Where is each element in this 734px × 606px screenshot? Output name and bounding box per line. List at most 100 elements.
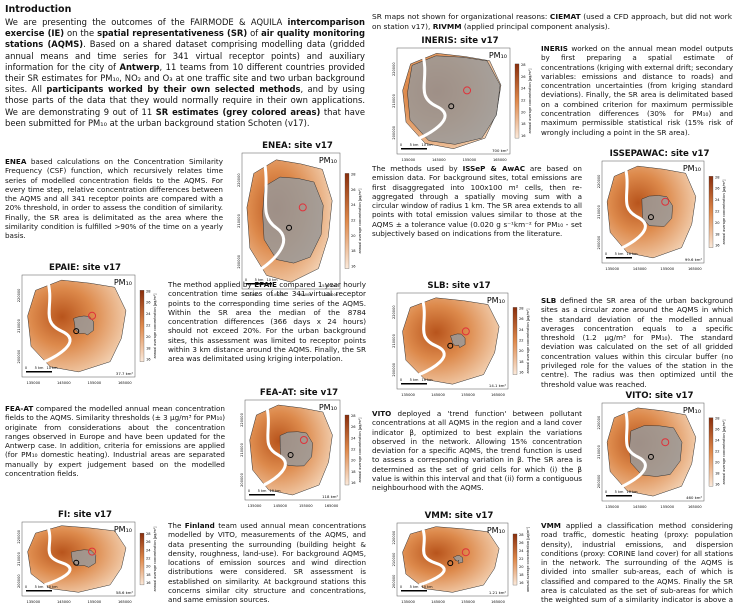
colorbar-tick-label: 22 <box>519 557 524 561</box>
x-tick-label: 145000 <box>431 393 445 397</box>
colorbar-tick-label: 26 <box>715 428 720 432</box>
map-title: FEA-AT: site v17 <box>228 388 370 398</box>
map-figure: PM₁₀58.6 km²05 km10 km135000145000155000… <box>5 521 165 606</box>
method-description: The method applied by EPAIE compared 1 y… <box>168 280 366 382</box>
scale-label: 0 <box>400 378 402 382</box>
scale-label: 5 km <box>258 489 267 493</box>
colorbar-tick-label: 28 <box>521 63 526 67</box>
method-description: The methods used by ISSeP & AwAC are bas… <box>372 164 582 270</box>
x-tick-label: 165000 <box>493 158 507 162</box>
scale-label: 5 km <box>615 252 624 256</box>
y-tick-label: 220000 <box>237 173 241 187</box>
text-run: based calculations on the Concentration … <box>5 157 223 240</box>
colorbar-tick-label: 24 <box>521 87 526 91</box>
colorbar-tick-label: 20 <box>146 565 151 569</box>
x-tick-label: 135000 <box>248 504 262 508</box>
colorbar-tick-label: 28 <box>715 417 720 421</box>
quantity-label: PM₁₀ <box>319 156 337 165</box>
quantity-label: PM₁₀ <box>319 403 337 412</box>
colorbar-label: annual average concentration [µg/m³] <box>153 526 157 592</box>
y-tick-label: 220000 <box>17 529 21 543</box>
text-run: defined the SR area of the urban backgro… <box>541 296 733 389</box>
y-tick-label: 200000 <box>392 362 396 376</box>
sr-map: FEA-AT: site v17 PM₁₀ 118 km² 0 5 km10 km 135… <box>228 388 370 510</box>
bold-text-run: VITO <box>372 409 391 418</box>
x-tick-label: 155000 <box>461 393 475 397</box>
bold-text-run: ISSeP & AwAC <box>463 164 525 173</box>
city-area <box>403 527 500 593</box>
y-tick-label: 220000 <box>240 412 244 426</box>
colorbar-tick-label: 26 <box>351 425 356 429</box>
colorbar-tick-label: 16 <box>519 581 524 585</box>
scale-label: 10 km <box>421 378 433 382</box>
map-figure: PM₁₀14.1 km²05 km10 km135000145000155000… <box>380 292 538 399</box>
area-label: 460 km² <box>686 495 702 500</box>
colorbar-tick-label: 22 <box>715 210 720 214</box>
colorbar-tick-label: 26 <box>715 187 720 191</box>
colorbar <box>709 418 713 487</box>
map-figure: PM₁₀37.7 km²05 km10 km135000145000155000… <box>5 274 165 387</box>
colorbar-label: annual average concentration [µg/m³] <box>358 188 362 254</box>
y-tick-label: 210000 <box>392 552 396 566</box>
colorbar-tick-label: 24 <box>519 328 524 332</box>
y-tick-label: 220000 <box>597 415 601 429</box>
bold-text-run: INERIS <box>541 44 568 53</box>
x-tick-label: 135000 <box>401 393 415 397</box>
colorbar-tick-label: 24 <box>715 439 720 443</box>
colorbar-tick-label: 18 <box>519 360 524 364</box>
scale-label: 0 <box>248 489 250 493</box>
colorbar <box>345 415 349 485</box>
map-title: VMM: site v17 <box>380 511 538 521</box>
scale-label: 0 <box>25 366 27 370</box>
map-title: INERIS: site v17 <box>380 36 540 46</box>
colorbar-tick-label: 20 <box>146 335 151 339</box>
method-description: VMM applied a classification method cons… <box>541 521 733 606</box>
colorbar-tick-label: 18 <box>715 471 720 475</box>
text-run: deployed a 'trend function' between poll… <box>372 409 582 492</box>
y-tick-label: 200000 <box>17 574 21 588</box>
colorbar-tick-label: 26 <box>146 540 151 544</box>
bold-text-run: CIEMAT <box>550 12 581 21</box>
colorbar-tick-label: 18 <box>146 573 151 577</box>
colorbar-tick-label: 18 <box>521 122 526 126</box>
area-label: 1.21 km² <box>489 590 507 595</box>
x-tick-label: 165000 <box>688 267 702 271</box>
x-tick-label: 165000 <box>118 600 132 604</box>
x-tick-label: 135000 <box>26 600 40 604</box>
y-tick-label: 200000 <box>17 349 21 363</box>
colorbar-tick-label: 28 <box>519 306 524 310</box>
colorbar-tick-label: 16 <box>521 134 526 138</box>
map-title: ENEA: site v17 <box>225 141 370 151</box>
x-tick-label: 165000 <box>325 504 339 508</box>
scale-bar <box>401 383 427 385</box>
y-tick-label: 220000 <box>17 288 21 302</box>
text-run: of <box>247 28 261 38</box>
colorbar-tick-label: 16 <box>519 371 524 375</box>
colorbar-tick-label: 18 <box>715 232 720 236</box>
x-tick-label: 155000 <box>299 504 313 508</box>
colorbar-tick-label: 18 <box>519 573 524 577</box>
x-tick-label: 135000 <box>26 381 40 385</box>
x-tick-label: 165000 <box>491 393 505 397</box>
area-label: 118 km² <box>322 494 338 499</box>
scale-label: 10 km <box>269 489 281 493</box>
colorbar-tick-label: 22 <box>521 99 526 103</box>
scale-label: 0 <box>605 252 607 256</box>
bold-text-run: SR estimates (grey colored areas) <box>156 107 321 117</box>
y-tick-label: 200000 <box>237 254 241 268</box>
bold-text-run: participants worked by their own selecte… <box>46 84 300 94</box>
colorbar-tick-label: 22 <box>146 557 151 561</box>
colorbar-tick-label: 26 <box>519 317 524 321</box>
y-tick-label: 210000 <box>392 333 396 347</box>
colorbar-tick-label: 24 <box>519 549 524 553</box>
sr-area <box>407 56 500 145</box>
x-tick-label: 135000 <box>605 267 619 271</box>
scale-bar <box>606 257 632 259</box>
bold-text-run: ENEA <box>5 157 26 166</box>
text-run: compared 1 year hourly concentration tim… <box>168 280 366 363</box>
colorbar-tick-label: 20 <box>351 459 356 463</box>
bold-text-run: Finland <box>185 521 215 530</box>
y-tick-label: 210000 <box>17 551 21 565</box>
